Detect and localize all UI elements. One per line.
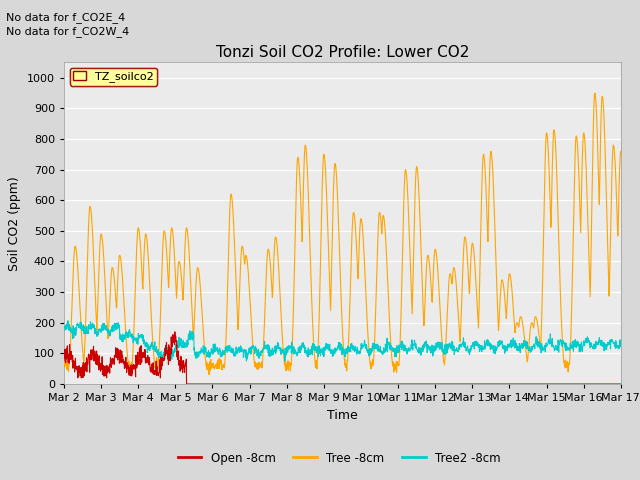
Text: No data for f_CO2W_4: No data for f_CO2W_4: [6, 26, 130, 37]
Title: Tonzi Soil CO2 Profile: Lower CO2: Tonzi Soil CO2 Profile: Lower CO2: [216, 45, 469, 60]
Legend: TZ_soilco2: TZ_soilco2: [70, 68, 157, 85]
X-axis label: Time: Time: [327, 408, 358, 421]
Legend: Open -8cm, Tree -8cm, Tree2 -8cm: Open -8cm, Tree -8cm, Tree2 -8cm: [173, 447, 506, 469]
Text: No data for f_CO2E_4: No data for f_CO2E_4: [6, 12, 125, 23]
Y-axis label: Soil CO2 (ppm): Soil CO2 (ppm): [8, 176, 21, 271]
